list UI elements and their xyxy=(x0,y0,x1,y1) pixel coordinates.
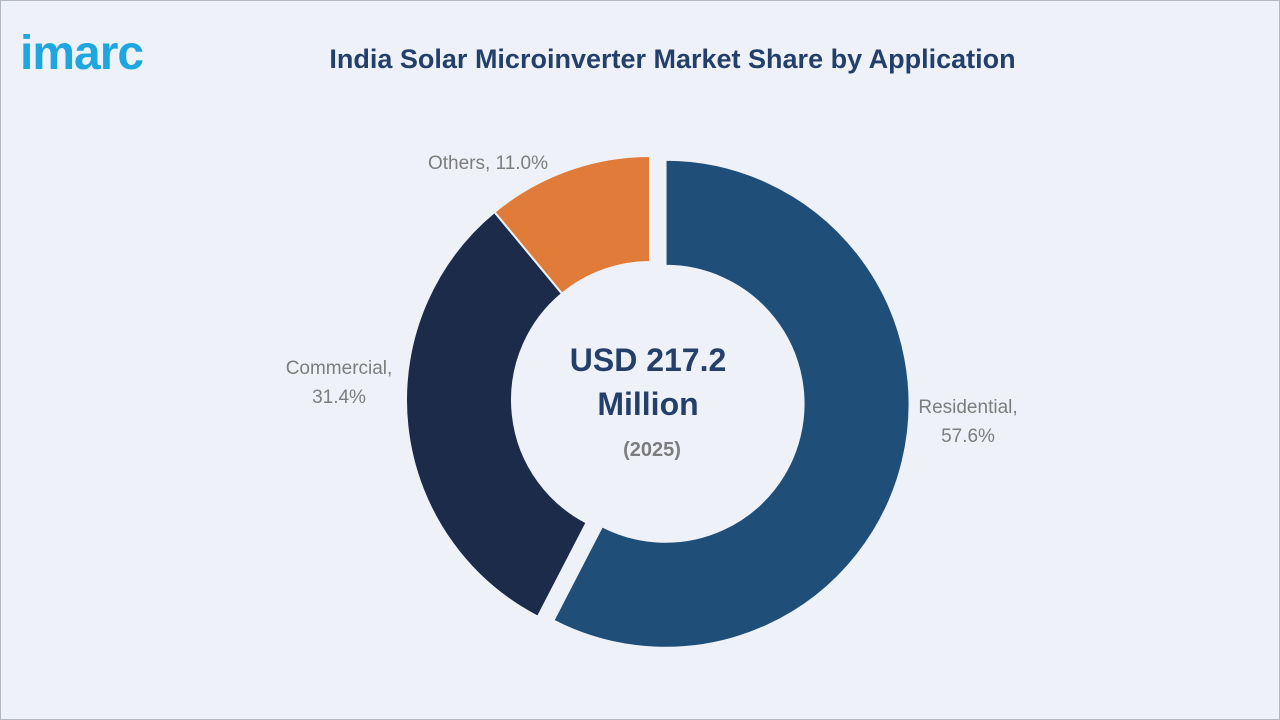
slice-label-others: Others, 11.0% xyxy=(428,153,548,174)
slice-others xyxy=(493,154,651,296)
center-year: (2025) xyxy=(623,439,681,461)
center-value: USD 217.2 xyxy=(570,342,727,378)
slice-label-commercial-name: Commercial, xyxy=(286,358,393,379)
imarc-logo: imarc xyxy=(20,27,144,80)
chart-title: India Solar Microinverter Market Share b… xyxy=(329,44,1016,74)
slice-label-residential-value: 57.6% xyxy=(941,426,995,447)
slice-residential xyxy=(552,158,911,649)
center-unit: Million xyxy=(597,386,698,422)
slice-commercial xyxy=(405,210,588,619)
slice-label-residential-name: Residential, xyxy=(918,397,1017,418)
donut-slices xyxy=(405,154,911,649)
slice-label-commercial-value: 31.4% xyxy=(312,387,366,408)
